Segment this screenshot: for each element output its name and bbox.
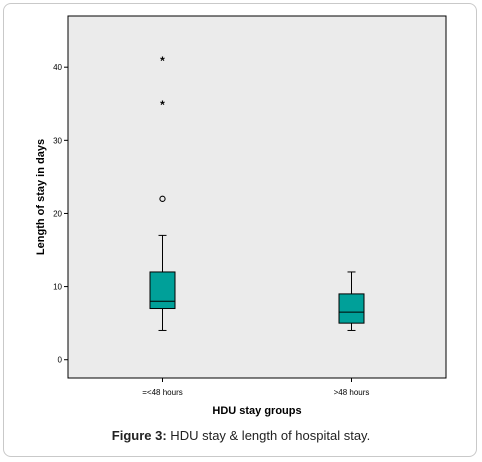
- caption-label: Figure 3:: [111, 428, 167, 443]
- extreme-point: *: [160, 98, 165, 112]
- extreme-point: *: [160, 54, 165, 68]
- y-tick-label: 20: [53, 209, 62, 218]
- figure-caption: Figure 3: HDU stay & length of hospital …: [0, 428, 482, 443]
- x-axis-label: HDU stay groups: [212, 405, 301, 417]
- x-tick-label: >48 hours: [334, 388, 370, 397]
- outlier-point: [159, 195, 166, 202]
- y-axis-label: Length of stay in days: [35, 139, 47, 255]
- box-iqr: [338, 293, 365, 324]
- plot-area: [67, 15, 447, 379]
- caption-text: HDU stay & length of hospital stay.: [166, 428, 371, 443]
- box-marks: **: [149, 54, 365, 331]
- y-tick-label: 0: [58, 356, 63, 365]
- y-tick-label: 10: [53, 283, 62, 292]
- axes: 0 10 20 30 40 =<48 hours >48 hours: [53, 63, 369, 397]
- box-iqr: [149, 271, 176, 310]
- box-group: **: [149, 54, 176, 331]
- y-tick-label: 30: [53, 136, 62, 145]
- box-group: [338, 271, 365, 331]
- y-tick-label: 40: [53, 63, 62, 72]
- x-tick-label: =<48 hours: [142, 388, 182, 397]
